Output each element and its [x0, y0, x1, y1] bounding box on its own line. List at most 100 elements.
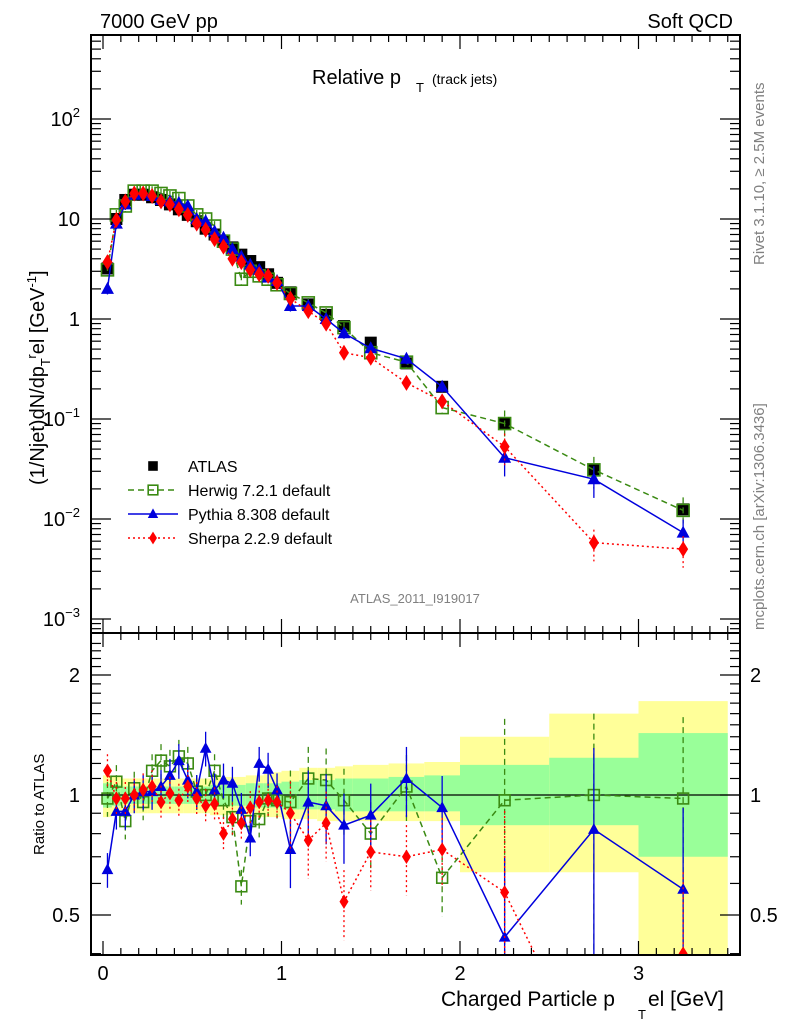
pythia-marker — [181, 773, 194, 785]
x-tick-label: 1 — [276, 963, 287, 985]
y-tick-exponent: −2 — [65, 505, 80, 520]
herwig-marker — [498, 794, 511, 807]
sherpa-marker — [321, 315, 332, 332]
sherpa-marker — [236, 815, 246, 831]
pythia-marker — [216, 230, 230, 243]
series-herwig — [100, 184, 690, 530]
ratio-uncertainty-bands — [91, 701, 740, 955]
sherpa-marker — [156, 794, 166, 810]
mcplots-label: mcplots.cern.ch [arXiv:1306.3436] — [751, 403, 768, 630]
sherpa-marker — [500, 885, 510, 900]
sherpa-marker — [147, 779, 157, 794]
herwig-marker — [497, 416, 512, 431]
main-title-text: Relative p — [312, 67, 401, 89]
sherpa-marker — [678, 946, 688, 955]
pythia-marker — [100, 281, 114, 294]
sherpa-marker — [138, 185, 149, 202]
sherpa-marker — [209, 231, 220, 248]
y-label-end: ] — [27, 270, 49, 276]
legend-label: Sherpa 2.2.9 default — [188, 531, 333, 548]
pythia-marker — [676, 525, 690, 538]
pythia-marker — [181, 198, 195, 211]
header-energy-label: 7000 GeV pp — [100, 11, 218, 33]
herwig-marker — [676, 792, 690, 805]
ratio-series-sherpa — [102, 754, 688, 955]
sherpa-marker — [227, 811, 237, 827]
sherpa-marker — [102, 254, 113, 271]
legend-entry: Sherpa 2.2.9 default — [128, 531, 333, 548]
ratio-series-line — [106, 755, 684, 887]
herwig-marker — [234, 272, 249, 287]
atlas-marker — [148, 461, 158, 471]
sherpa-marker — [236, 254, 247, 271]
x-label-main: Charged Particle p — [441, 988, 615, 1011]
sherpa-marker — [182, 206, 193, 223]
pythia-marker — [164, 769, 176, 780]
pythia-marker — [244, 831, 257, 843]
y-tick-exponent: 2 — [73, 105, 80, 120]
sherpa-marker — [401, 849, 411, 864]
y-tick-label: 10−3 — [43, 605, 80, 631]
sherpa-marker — [102, 763, 112, 779]
series-sherpa — [102, 185, 689, 568]
y-tick-label: 1 — [69, 309, 80, 331]
sherpa-marker — [129, 185, 140, 202]
legend: ATLAS Herwig 7.2.1 default Pythia 8.308 de… — [128, 459, 333, 548]
sherpa-marker — [164, 196, 175, 213]
pythia-marker — [399, 351, 413, 364]
sherpa-marker — [120, 791, 130, 806]
ratio-y-tick-label-left: 0.5 — [52, 905, 80, 927]
y-label-sub: T — [38, 358, 53, 366]
pythia-marker — [364, 808, 377, 820]
y-label-part2: el [GeV — [27, 287, 49, 354]
sherpa-marker — [254, 266, 265, 283]
pythia-marker — [225, 242, 239, 255]
legend-entry: Herwig 7.2.1 default — [128, 483, 331, 500]
pythia-marker — [320, 799, 332, 811]
pythia-marker — [400, 772, 413, 783]
pythia-marker — [110, 805, 123, 816]
ratio-plot-frame — [90, 632, 741, 956]
sherpa-marker — [272, 794, 282, 810]
sherpa-marker — [174, 793, 184, 808]
pythia-marker — [147, 508, 159, 518]
sherpa-marker — [366, 844, 376, 860]
sherpa-marker — [210, 796, 220, 812]
sherpa-marker — [263, 793, 273, 808]
herwig-marker — [252, 812, 266, 826]
x-tick-label: 3 — [633, 963, 644, 985]
x-tick-label: 0 — [97, 963, 108, 985]
sherpa-marker — [263, 267, 274, 284]
y-tick-base: 10 — [51, 109, 73, 131]
herwig-marker — [235, 880, 248, 893]
sherpa-marker — [191, 215, 202, 232]
ratio-y-tick-label-right: 0.5 — [750, 905, 778, 927]
y-label-sup: r — [24, 354, 39, 359]
x-axis-label: Charged Particle p T el [GeV] — [441, 988, 724, 1022]
analysis-id-label: ATLAS_2011_I919017 — [350, 591, 480, 606]
sherpa-marker — [200, 221, 211, 238]
pythia-marker — [588, 823, 600, 834]
sherpa-marker — [147, 187, 158, 204]
y-tick-label: 10−1 — [43, 405, 80, 431]
sherpa-marker — [156, 193, 167, 210]
pythia-marker — [262, 763, 274, 774]
pythia-marker — [435, 379, 449, 392]
sherpa-marker — [192, 791, 202, 806]
legend-label: Pythia 8.308 default — [188, 507, 330, 524]
pythia-marker — [208, 224, 222, 237]
legend-entry: Pythia 8.308 default — [128, 507, 330, 524]
y-tick-label: 10 — [58, 209, 80, 231]
sherpa-marker — [218, 826, 228, 841]
sherpa-marker — [285, 290, 296, 307]
sherpa-marker — [149, 531, 157, 545]
pythia-marker — [271, 783, 283, 795]
ratio-y-tick-label-right: 1 — [750, 785, 761, 807]
pythia-marker — [119, 805, 132, 816]
sherpa-marker — [285, 806, 295, 821]
ratio-series-layer — [101, 713, 690, 955]
pythia-marker — [337, 326, 351, 339]
y-tick-base: 10 — [43, 509, 65, 531]
pythia-marker — [338, 818, 350, 830]
